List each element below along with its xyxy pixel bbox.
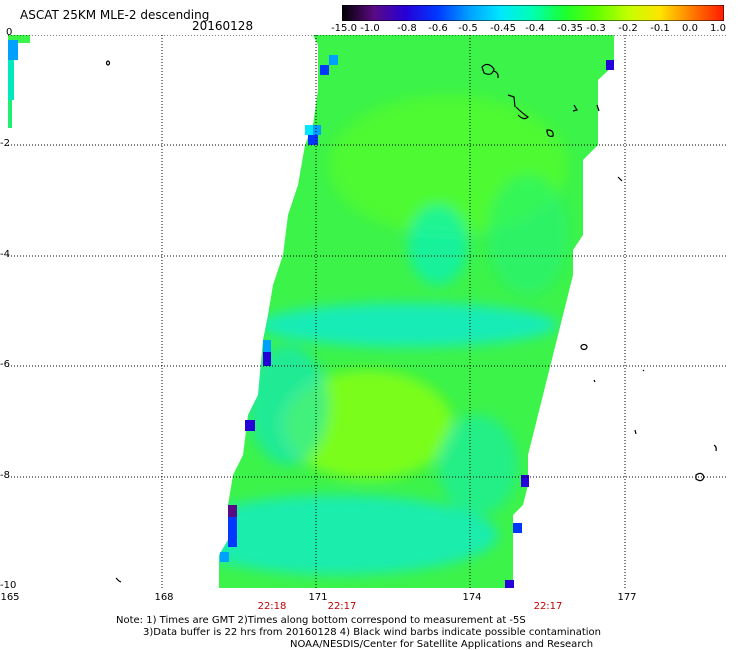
x-axis-label-177: 177 xyxy=(617,592,637,603)
colorbar-label: -0.8 xyxy=(397,23,417,34)
colorbar-label: -0.2 xyxy=(618,23,638,34)
y-axis-label-0: 0 xyxy=(6,27,13,38)
time-label: 22:17 xyxy=(327,601,357,612)
colorbar-label: -0.5 xyxy=(458,23,478,34)
gridlines xyxy=(8,35,728,588)
swath-data xyxy=(219,35,614,588)
x-axis-label-168: 168 xyxy=(154,592,174,603)
x-axis-label-165: 165 xyxy=(0,592,20,603)
colorbar-label: -0.1 xyxy=(650,23,670,34)
colorbar-labels: -15.0 -1.0 -0.8 -0.6 -0.5 -0.45 -0.4 -0.… xyxy=(330,23,740,37)
y-axis-label-8: -8 xyxy=(0,470,10,481)
map-date: 20160128 xyxy=(192,19,254,33)
island-outlines xyxy=(105,60,717,583)
x-axis-label-174: 174 xyxy=(462,592,482,603)
colorbar-label: -15.0 xyxy=(331,23,357,34)
colorbar-label: 0.0 xyxy=(682,23,698,34)
y-axis-label-2: -2 xyxy=(0,138,10,149)
colorbar-label: -1.0 xyxy=(360,23,380,34)
corner-swath-fragment xyxy=(8,35,30,128)
map-panel xyxy=(8,35,728,588)
y-axis-label-10: -10 xyxy=(0,580,17,591)
colorbar-label: -0.35 xyxy=(557,23,583,34)
colorbar-label: -0.45 xyxy=(490,23,516,34)
map-title: ASCAT 25KM MLE-2 descending xyxy=(20,8,210,22)
time-label: 22:17 xyxy=(533,601,563,612)
swath-edge-pixels xyxy=(220,55,614,588)
footnote-line-1: Note: 1) Times are GMT 2)Times along bot… xyxy=(116,615,526,626)
footnote-line-2: 3)Data buffer is 22 hrs from 20160128 4)… xyxy=(143,627,601,638)
y-axis-label-6: -6 xyxy=(0,359,10,370)
y-axis-label-4: -4 xyxy=(0,249,10,260)
colorbar xyxy=(342,5,724,21)
time-label: 22:18 xyxy=(257,601,287,612)
colorbar-label: -0.3 xyxy=(586,23,606,34)
colorbar-label: -0.4 xyxy=(525,23,545,34)
colorbar-label: 1.0 xyxy=(710,23,726,34)
footnote-line-3: NOAA/NESDIS/Center for Satellite Applica… xyxy=(290,639,594,650)
colorbar-label: -0.6 xyxy=(428,23,448,34)
x-axis-label-171: 171 xyxy=(308,592,328,603)
